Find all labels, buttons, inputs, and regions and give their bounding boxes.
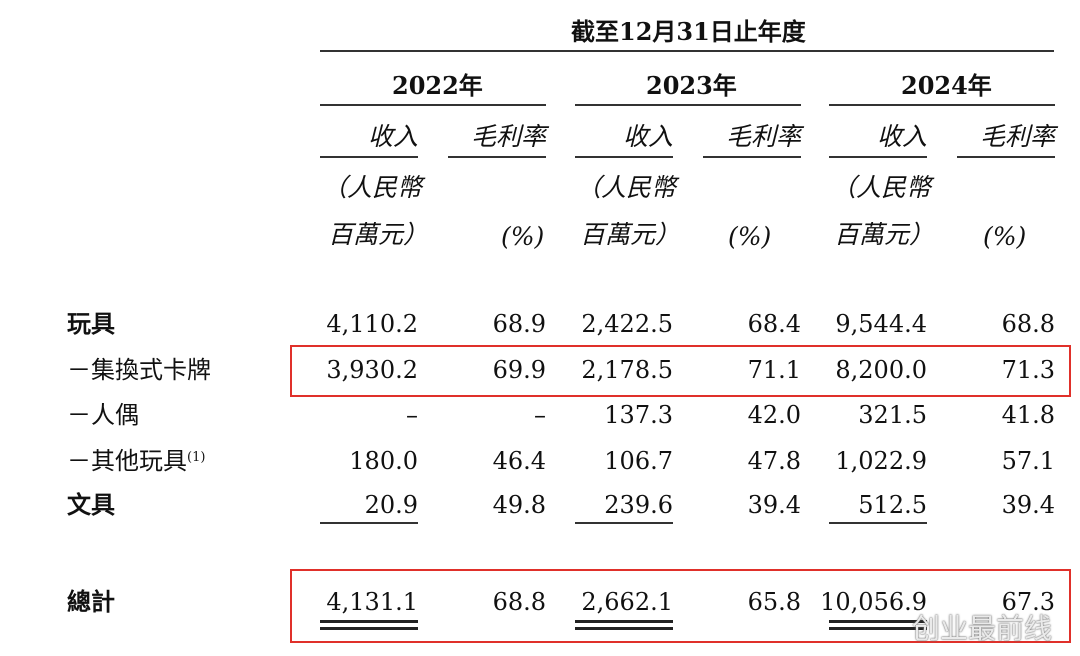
cell-total-margin-2022: 68.8 xyxy=(492,588,546,616)
margin-header-2023: 毛利率 xyxy=(726,122,802,151)
cell-toys-margin-2024: 68.8 xyxy=(1001,310,1055,338)
unit-margin-2023: (%) xyxy=(728,222,772,251)
cell-toys-margin-2023: 68.4 xyxy=(747,310,801,338)
revenue-header-2022: 收入 xyxy=(368,122,419,151)
cell-toys-rev-2023: 2,422.5 xyxy=(581,310,673,338)
unit-rev-2024-a: （人民幣 xyxy=(831,173,932,202)
unit-rev-2023-a: （人民幣 xyxy=(576,173,677,202)
cell-figures-margin-2024: 41.8 xyxy=(1001,401,1055,429)
row-label-total: 總計 xyxy=(67,587,115,616)
unit-rev-2022-a: （人民幣 xyxy=(322,173,423,202)
total-double-line-2022-a xyxy=(320,620,418,623)
total-double-line-2023-a xyxy=(575,620,673,623)
unit-rev-2022-b: 百萬元） xyxy=(328,220,429,249)
subtotal-line-2024 xyxy=(829,522,927,524)
total-double-line-2022-b xyxy=(320,627,418,630)
cell-other-rev-2022: 180.0 xyxy=(349,447,418,475)
row-label-trading-cards: －集換式卡牌 xyxy=(67,356,211,384)
margin-header-2022: 毛利率 xyxy=(471,122,547,151)
highlight-box-total xyxy=(290,569,1071,643)
margin-underline-2024 xyxy=(957,156,1055,158)
year-underline-2022 xyxy=(320,104,546,106)
year-2023: 2023年 xyxy=(646,71,737,100)
unit-rev-2024-b: 百萬元） xyxy=(834,220,935,249)
cell-total-rev-2024: 10,056.9 xyxy=(820,588,927,616)
cell-stationery-rev-2024: 512.5 xyxy=(858,491,927,519)
footnote-marker: (1) xyxy=(187,450,206,465)
cell-cards-margin-2024: 71.3 xyxy=(1001,356,1055,384)
cell-stationery-rev-2022: 20.9 xyxy=(364,491,418,519)
cell-other-rev-2024: 1,022.9 xyxy=(835,447,927,475)
row-label-toys: 玩具 xyxy=(67,309,115,338)
revenue-header-2023: 收入 xyxy=(623,122,674,151)
revenue-underline-2022 xyxy=(320,156,418,158)
total-double-line-2024-b xyxy=(829,627,927,630)
margin-underline-2022 xyxy=(448,156,546,158)
cell-stationery-margin-2023: 39.4 xyxy=(747,491,801,519)
cell-total-rev-2023: 2,662.1 xyxy=(581,588,673,616)
watermark: 创业最前线 xyxy=(912,612,1053,645)
cell-cards-margin-2022: 69.9 xyxy=(492,356,546,384)
year-2024: 2024年 xyxy=(901,71,992,100)
revenue-underline-2024 xyxy=(829,156,927,158)
total-double-line-2024-a xyxy=(829,620,927,623)
cell-other-rev-2023: 106.7 xyxy=(604,447,673,475)
cell-stationery-margin-2022: 49.8 xyxy=(492,491,546,519)
revenue-header-2024: 收入 xyxy=(877,122,928,151)
year-underline-2023 xyxy=(575,104,801,106)
unit-margin-2024: (%) xyxy=(983,222,1027,251)
period-header: 截至12月31日止年度 xyxy=(571,17,806,46)
cell-total-margin-2024: 67.3 xyxy=(1001,588,1055,616)
cell-stationery-rev-2023: 239.6 xyxy=(604,491,673,519)
cell-cards-margin-2023: 71.1 xyxy=(747,356,801,384)
row-label-other-toys: －其他玩具(1) xyxy=(67,449,205,473)
cell-total-rev-2022: 4,131.1 xyxy=(326,588,418,616)
cell-other-margin-2023: 47.8 xyxy=(747,447,801,475)
cell-figures-margin-2023: 42.0 xyxy=(747,401,801,429)
row-label-figures: －人偶 xyxy=(67,401,139,429)
unit-margin-2022: (%) xyxy=(501,222,545,251)
cell-toys-rev-2024: 9,544.4 xyxy=(835,310,927,338)
cell-figures-rev-2024: 321.5 xyxy=(858,401,927,429)
cell-toys-rev-2022: 4,110.2 xyxy=(326,310,418,338)
other-toys-text: －其他玩具 xyxy=(67,447,187,475)
year-2022: 2022年 xyxy=(392,71,483,100)
revenue-underline-2023 xyxy=(575,156,673,158)
subtotal-line-2022 xyxy=(320,522,418,524)
subtotal-line-2023 xyxy=(575,522,673,524)
row-label-stationery: 文具 xyxy=(67,490,115,519)
cell-figures-margin-2022: – xyxy=(534,401,546,429)
cell-cards-rev-2024: 8,200.0 xyxy=(835,356,927,384)
unit-rev-2023-b: 百萬元） xyxy=(580,220,681,249)
period-underline xyxy=(320,50,1054,52)
highlight-box-trading-cards xyxy=(290,345,1071,397)
cell-other-margin-2022: 46.4 xyxy=(492,447,546,475)
cell-toys-margin-2022: 68.9 xyxy=(492,310,546,338)
margin-underline-2023 xyxy=(703,156,801,158)
cell-figures-rev-2023: 137.3 xyxy=(604,401,673,429)
total-double-line-2023-b xyxy=(575,627,673,630)
margin-header-2024: 毛利率 xyxy=(980,122,1056,151)
cell-stationery-margin-2024: 39.4 xyxy=(1001,491,1055,519)
cell-cards-rev-2022: 3,930.2 xyxy=(326,356,418,384)
year-underline-2024 xyxy=(829,104,1055,106)
cell-total-margin-2023: 65.8 xyxy=(747,588,801,616)
cell-figures-rev-2022: – xyxy=(406,401,418,429)
cell-cards-rev-2023: 2,178.5 xyxy=(581,356,673,384)
cell-other-margin-2024: 57.1 xyxy=(1001,447,1055,475)
